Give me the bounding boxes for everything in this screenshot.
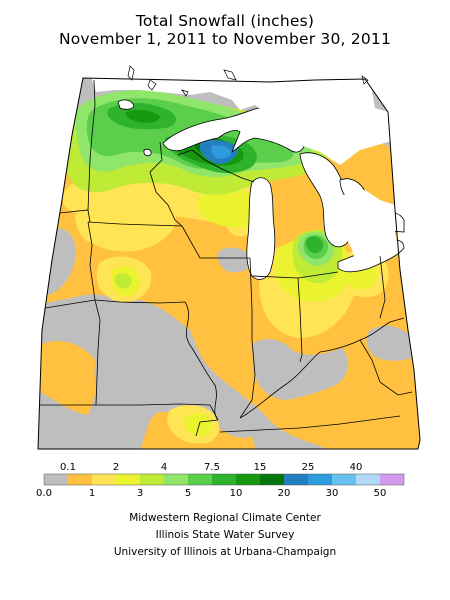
legend-lower-label: 5 [185, 488, 191, 499]
legend-upper-labels: 0.1 2 4 7.5 15 25 40 [60, 462, 362, 473]
snow-zone-1-2 [75, 209, 176, 252]
credit-uiuc: University of Illinois at Urbana-Champai… [113, 546, 337, 558]
legend-bin [116, 474, 140, 485]
legend-bin [92, 474, 116, 485]
outside-region [92, 60, 398, 262]
boundary-ia-mo [94, 299, 186, 304]
ontario-area [340, 190, 395, 250]
legend-bin [164, 474, 188, 485]
legend-lower-label: 20 [278, 488, 291, 499]
boundary-ky-tn [219, 415, 401, 433]
legend-bin [356, 474, 380, 485]
island-3 [223, 69, 237, 81]
legend-color-bins [43, 473, 405, 486]
legend-lower-label: 1 [89, 488, 95, 499]
lake-superior [162, 107, 305, 154]
snow-zone-3-4 [115, 273, 132, 289]
canada-area [92, 60, 395, 165]
boundary-il-mo [184, 301, 219, 421]
map-title: Total Snowfall (inches) [135, 12, 315, 30]
legend-bin [212, 474, 236, 485]
snow-zone-trace [217, 247, 252, 273]
snow-zone-2-3 [184, 413, 213, 437]
legend-lower-label: 3 [137, 488, 143, 499]
island-5 [361, 75, 369, 85]
legend-lower-label: 0.0 [36, 488, 52, 499]
snow-zone-trace [366, 325, 412, 361]
credit-mrcc: Midwestern Regional Climate Center [129, 512, 321, 524]
boundary-mo-ks [94, 299, 101, 406]
map-date-range: November 1, 2011 to November 30, 2011 [58, 30, 392, 48]
snow-zone-trace [94, 302, 262, 438]
state-boundaries [40, 79, 413, 437]
snow-zone-7.5-10 [305, 236, 324, 254]
boundary-wi-mi [177, 149, 255, 183]
legend-upper-label: 15 [254, 462, 267, 473]
boundary-oh-pa [379, 255, 386, 319]
lake-winnipeg-edge [117, 99, 135, 110]
legend-bin [260, 474, 284, 485]
snow-zone-25-30 [211, 145, 232, 159]
snow-zone-10-15 [125, 109, 160, 123]
legend-upper-label: 40 [350, 462, 363, 473]
credit-isws: Illinois State Water Survey [155, 529, 295, 541]
legend-upper-label: 4 [161, 462, 167, 473]
legend-upper-label: 0.1 [60, 462, 76, 473]
legend-bin [236, 474, 260, 485]
ontario-peninsula [352, 235, 398, 262]
legend-bin [140, 474, 164, 485]
boundary-wi-il [181, 225, 250, 259]
legend-bin [188, 474, 212, 485]
lake-small [143, 148, 152, 157]
island-2 [147, 79, 157, 91]
snow-zone-trace [252, 338, 349, 400]
boundary-mn-ia [87, 221, 183, 227]
lake-michigan [246, 177, 276, 280]
boundary-ne-ks [44, 299, 96, 309]
legend-bin [68, 474, 92, 485]
legend-bin [380, 474, 404, 485]
legend-upper-label: 7.5 [204, 462, 220, 473]
legend-lower-label: 50 [374, 488, 387, 499]
lake-huron [299, 152, 355, 248]
legend-lower-labels: 0.0 1 3 5 10 20 30 50 [36, 488, 386, 499]
legend-bin [332, 474, 356, 485]
island-4 [181, 89, 189, 97]
boundary-mo-ar [96, 403, 219, 421]
boundary-ky-wv [359, 339, 413, 396]
legend-lower-label: 10 [230, 488, 243, 499]
boundary-mn-nd [87, 79, 96, 211]
boundary-in-oh [297, 277, 303, 363]
legend-lower-label: 30 [326, 488, 339, 499]
boundary-mn-wi [149, 141, 183, 227]
legend-bin [308, 474, 332, 485]
legend-upper-label: 2 [113, 462, 119, 473]
legend-frame [43, 473, 405, 486]
boundary-sd-ne [59, 209, 91, 223]
boundary-ohio-river [239, 317, 405, 419]
island-1 [127, 65, 135, 81]
boundary-il-in [239, 257, 256, 419]
boundary-mo-bootheel [195, 419, 219, 437]
legend-upper-label: 25 [302, 462, 315, 473]
boundary-ia-ne [87, 221, 96, 301]
boundary-mi-in-oh [251, 271, 339, 279]
snow-zone-0-1 [223, 314, 252, 345]
snow-zone-0-1 [40, 340, 98, 415]
map-frame [37, 77, 421, 450]
islands [127, 65, 369, 97]
legend-bin [284, 474, 308, 485]
legend-bin [44, 474, 68, 485]
